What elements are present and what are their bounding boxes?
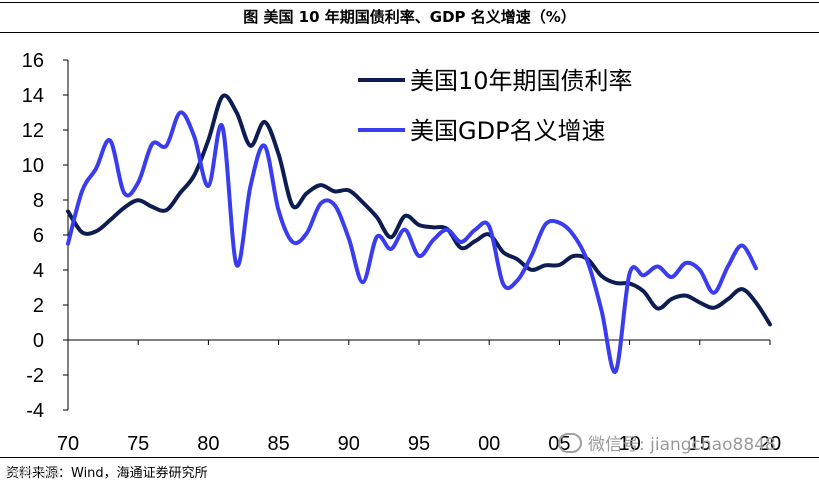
x-tick-label: 20	[759, 433, 781, 455]
y-tick-label: 16	[22, 50, 44, 72]
x-tick-label: 00	[478, 433, 500, 455]
y-tick-label: -2	[26, 365, 44, 387]
series-rate	[66, 93, 772, 327]
y-tick-label: 10	[22, 155, 44, 177]
title-bottom-rule	[0, 32, 819, 33]
x-tick-label: 80	[197, 433, 219, 455]
x-tick-label: 85	[267, 433, 289, 455]
legend-label-rate: 美国10年期国债利率	[410, 67, 633, 95]
y-tick-label: 2	[33, 295, 44, 317]
y-tick-label: 14	[22, 85, 44, 107]
y-tick-label: 6	[33, 225, 44, 247]
y-tick-label: 8	[33, 190, 44, 212]
x-tick-label: 95	[408, 433, 430, 455]
wechat-icon	[558, 432, 582, 453]
x-tick-label: 70	[57, 433, 79, 455]
y-tick-label: 12	[22, 120, 44, 142]
x-tick-label: 15	[689, 433, 711, 455]
watermark: 微信号: jiangchao8848	[558, 430, 776, 455]
source-rule	[0, 457, 819, 458]
y-tick-label: 0	[33, 330, 44, 352]
title-top-rule	[0, 2, 819, 3]
corner-watermark: 1990.mp4	[4, 466, 61, 479]
series-line-gdp	[66, 110, 758, 374]
source-note: 资料来源：Wind，海通证券研究所	[6, 466, 208, 481]
series-gdp	[66, 110, 758, 374]
x-tick-label: 10	[618, 433, 640, 455]
chart-title: 图 美国 10 年期国债利率、GDP 名义增速（%）	[243, 8, 576, 26]
y-tick-label: 4	[33, 260, 44, 282]
watermark-text: 微信号: jiangchao8848	[588, 435, 776, 455]
y-tick-label: -4	[26, 400, 44, 422]
series-line-rate	[66, 93, 772, 327]
x-tick-label: 90	[338, 433, 360, 455]
x-tick-label: 75	[127, 433, 149, 455]
legend-label-gdp: 美国GDP名义增速	[410, 117, 606, 145]
